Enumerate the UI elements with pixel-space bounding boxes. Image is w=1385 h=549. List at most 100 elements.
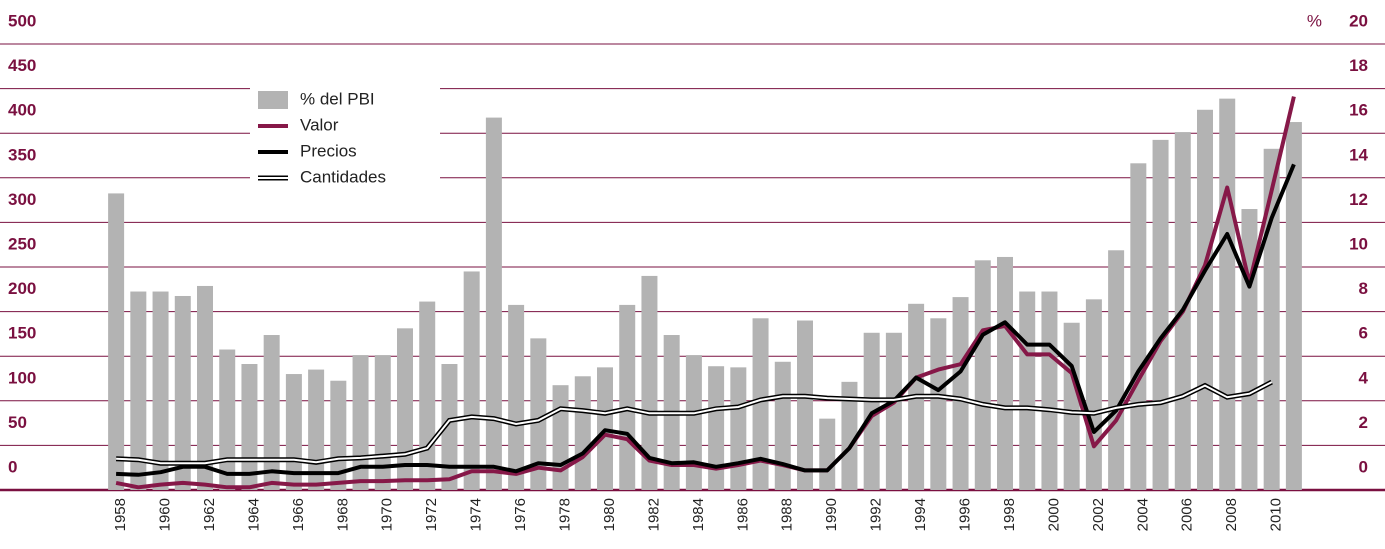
x-tick-label: 1968 <box>334 498 351 531</box>
y-tick-label: 350 <box>8 145 36 164</box>
x-tick-label: 2004 <box>1134 498 1151 531</box>
bar <box>1085 299 1102 490</box>
y2-tick-label: 16 <box>1349 101 1368 120</box>
bar <box>1063 322 1080 490</box>
x-tick-label: 1986 <box>734 498 751 531</box>
y-tick-label: 200 <box>8 279 36 298</box>
x-tick-label: 1992 <box>868 498 885 531</box>
bar <box>974 260 991 490</box>
bar <box>552 385 569 490</box>
x-tick-label: 1998 <box>1001 498 1018 531</box>
x-tick-label: 1990 <box>823 498 840 531</box>
bar <box>797 320 813 490</box>
x-tick-label: 2000 <box>1045 498 1062 531</box>
y2-tick-label: 6 <box>1359 324 1368 343</box>
x-tick-label: 1984 <box>690 498 707 531</box>
legend-label: % del PBI <box>300 89 375 108</box>
bar <box>641 275 658 490</box>
bar <box>174 295 191 490</box>
x-tick-label: 1964 <box>245 498 262 531</box>
bar <box>997 256 1013 490</box>
line <box>115 96 1296 490</box>
x-tick-label: 1970 <box>379 498 396 531</box>
bar <box>508 304 525 490</box>
y2-tick-label: 0 <box>1359 457 1368 476</box>
bar <box>530 338 547 490</box>
double-line-core <box>116 381 1273 465</box>
bar <box>152 291 169 490</box>
bar <box>574 376 591 490</box>
line <box>116 163 1296 477</box>
bar <box>1152 139 1169 490</box>
y2-tick-label: 4 <box>1359 368 1369 387</box>
y-tick-label: 300 <box>8 190 36 209</box>
bar <box>1108 250 1125 490</box>
y2-tick-label: 18 <box>1349 56 1368 75</box>
bar <box>952 297 969 490</box>
x-tick-label: 2010 <box>1268 498 1285 531</box>
x-tick-label: 1974 <box>468 498 485 531</box>
y2-tick-label: 14 <box>1349 145 1368 164</box>
x-tick-label: 1988 <box>779 498 796 531</box>
bar <box>708 366 725 490</box>
y-tick-label: 500 <box>8 11 36 30</box>
y2-tick-label: 10 <box>1349 234 1368 253</box>
legend-label: Cantidades <box>300 167 386 186</box>
y-tick-label: 400 <box>8 101 36 120</box>
bar <box>1285 122 1302 491</box>
y-tick-label: 100 <box>8 368 36 387</box>
x-tick-label: 1994 <box>912 498 929 531</box>
x-tick-label: 2002 <box>1090 498 1107 531</box>
bar <box>397 328 413 490</box>
bar <box>219 349 236 490</box>
bar <box>441 364 458 490</box>
y-tick-label: 150 <box>8 324 36 343</box>
bar <box>752 318 769 490</box>
legend-label: Precios <box>300 141 357 160</box>
x-tick-label: 1976 <box>512 498 529 531</box>
x-tick-label: 2006 <box>1179 498 1196 531</box>
bar <box>374 355 391 490</box>
bar <box>330 380 347 490</box>
y2-tick-label: 20 <box>1349 11 1368 30</box>
x-tick-label: 1982 <box>645 498 662 531</box>
bar <box>1130 163 1147 490</box>
bar <box>841 381 858 490</box>
bar <box>819 418 836 490</box>
bar <box>1219 98 1236 490</box>
bar <box>197 285 213 490</box>
bar <box>1197 109 1213 490</box>
bar <box>885 332 902 490</box>
x-tick-label: 1958 <box>112 498 129 531</box>
bar <box>241 364 258 490</box>
y2-tick-label: 12 <box>1349 190 1368 209</box>
y-tick-label: 250 <box>8 234 36 253</box>
y-tick-label: 450 <box>8 56 36 75</box>
bar <box>619 304 636 490</box>
bar <box>130 291 147 490</box>
bar <box>730 367 747 490</box>
y-tick-label: 0 <box>8 457 17 476</box>
x-tick-label: 1996 <box>957 498 974 531</box>
legend-swatch <box>258 91 288 109</box>
bar <box>685 355 702 490</box>
y-tick-label: 50 <box>8 413 27 432</box>
bar <box>419 301 436 490</box>
bar <box>1019 291 1036 490</box>
bar <box>485 117 502 490</box>
bar <box>463 271 480 490</box>
x-tick-label: 1972 <box>423 498 440 531</box>
y2-axis-label: % <box>1307 11 1322 30</box>
x-tick-label: 1962 <box>201 498 218 531</box>
bar <box>930 318 947 490</box>
legend-label: Valor <box>300 115 339 134</box>
x-tick-label: 1980 <box>601 498 618 531</box>
bar <box>774 361 791 490</box>
bar <box>263 335 280 490</box>
x-tick-label: 2008 <box>1223 498 1240 531</box>
x-tick-label: 1966 <box>290 498 307 531</box>
x-tick-label: 1978 <box>557 498 574 531</box>
bar <box>108 193 125 490</box>
x-tick-label: 1960 <box>157 498 174 531</box>
